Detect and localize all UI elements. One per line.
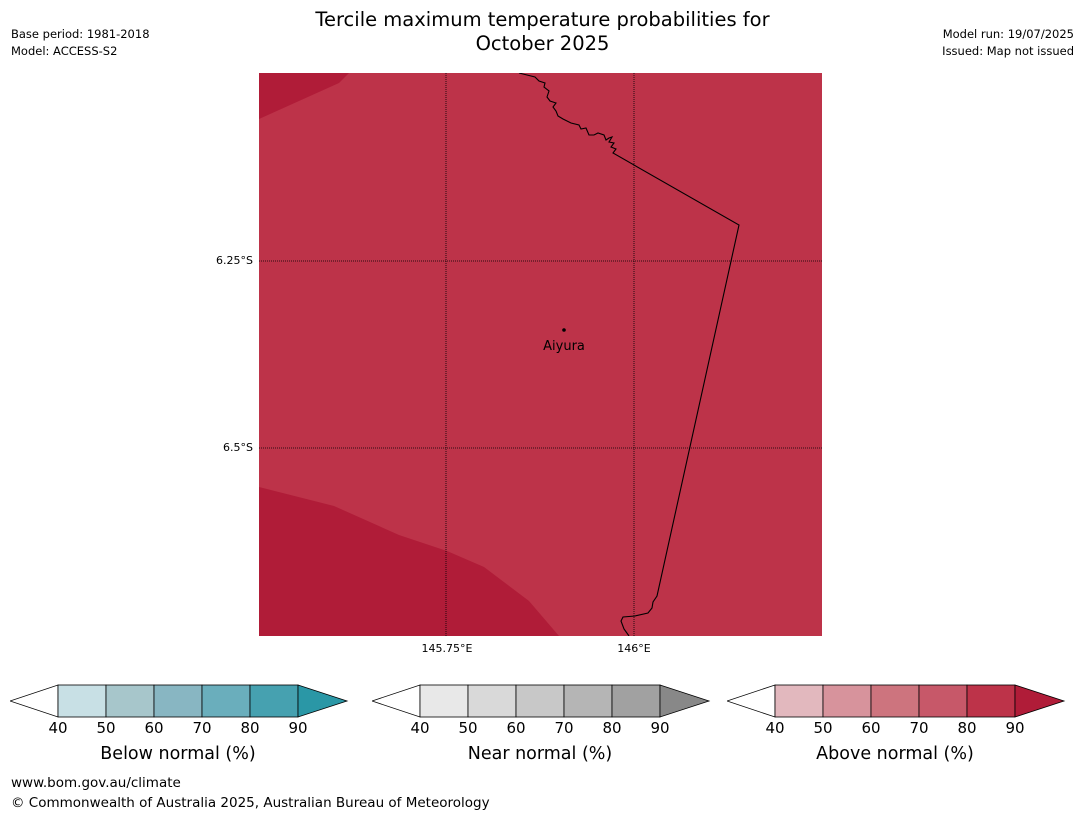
issued-text: Issued: Map not issued: [942, 44, 1074, 58]
map-high-probability-region-top: [259, 73, 349, 119]
colorbar-above-normal: [727, 684, 1066, 718]
colorbar-tick: 80: [240, 719, 260, 737]
colorbar-tick: 60: [506, 719, 526, 737]
map-panel: Aiyura: [259, 73, 822, 636]
colorbar-tick: 60: [861, 719, 881, 737]
town-marker: [562, 328, 566, 332]
colorbar-tick: 50: [96, 719, 116, 737]
colorbar-segment: [105, 684, 155, 718]
model-run-text: Model run: 19/07/2025: [942, 27, 1074, 41]
colorbar-segment: [419, 684, 469, 718]
colorbar-tick: 40: [410, 719, 430, 737]
colorbar-segment: [870, 684, 920, 718]
colorbar-tick: 80: [602, 719, 622, 737]
lat-tick-label: 6.25°S: [216, 254, 253, 267]
colorbar-near-normal: [372, 684, 711, 718]
lat-tick-label: 6.5°S: [223, 441, 253, 454]
map-high-probability-region-bottom: [259, 487, 559, 636]
colorbar-tick: 40: [765, 719, 785, 737]
colorbar-segment: [774, 684, 824, 718]
colorbar-segment: [611, 684, 661, 718]
colorbar-segment: [467, 684, 517, 718]
meta-right: Model run: 19/07/2025 Issued: Map not is…: [942, 26, 1074, 60]
colorbar-tick: 70: [192, 719, 212, 737]
lon-tick-label: 146°E: [617, 642, 651, 655]
town-label: Aiyura: [543, 339, 585, 354]
colorbar-segment: [57, 684, 107, 718]
colorbar-extend-low: [372, 684, 421, 718]
colorbar-tick: 40: [48, 719, 68, 737]
model-text: Model: ACCESS-S2: [11, 44, 118, 58]
colorbar-tick: 90: [288, 719, 308, 737]
colorbar-segment: [822, 684, 872, 718]
province-boundary: [518, 73, 740, 636]
colorbar-segment: [563, 684, 613, 718]
colorbar-segment: [201, 684, 251, 718]
colorbar-extend-high: [1014, 684, 1066, 718]
colorbar-tick: 80: [957, 719, 977, 737]
footer-url[interactable]: www.bom.gov.au/climate: [11, 775, 181, 791]
base-period-text: Base period: 1981-2018: [11, 27, 150, 41]
colorbar-segment: [918, 684, 968, 718]
meta-left: Base period: 1981-2018 Model: ACCESS-S2: [11, 26, 150, 60]
colorbar-extend-low: [727, 684, 776, 718]
colorbar-segment: [153, 684, 203, 718]
colorbar-tick: 70: [554, 719, 574, 737]
colorbar-tick: 90: [1005, 719, 1025, 737]
colorbar-segment: [966, 684, 1016, 718]
footer-copyright: © Commonwealth of Australia 2025, Austra…: [11, 795, 490, 811]
map-title-line1: Tercile maximum temperature probabilitie…: [315, 8, 770, 31]
colorbar-segment: [249, 684, 299, 718]
colorbar-tick: 50: [813, 719, 833, 737]
colorbar-below-normal: [10, 684, 349, 718]
colorbar-segment: [515, 684, 565, 718]
colorbar-label-above-normal: Above normal (%): [816, 744, 974, 764]
lon-tick-label: 145.75°E: [421, 642, 473, 655]
colorbar-extend-high: [297, 684, 349, 718]
colorbar-label-below-normal: Below normal (%): [100, 744, 256, 764]
colorbar-tick: 70: [909, 719, 929, 737]
colorbar-extend-high: [659, 684, 711, 718]
colorbar-tick: 90: [650, 719, 670, 737]
map-title: Tercile maximum temperature probabilitie…: [0, 8, 1085, 56]
colorbar-extend-low: [10, 684, 59, 718]
colorbar-tick: 60: [144, 719, 164, 737]
colorbar-tick: 50: [458, 719, 478, 737]
colorbar-label-near-normal: Near normal (%): [467, 744, 613, 764]
map-title-line2: October 2025: [475, 32, 610, 55]
